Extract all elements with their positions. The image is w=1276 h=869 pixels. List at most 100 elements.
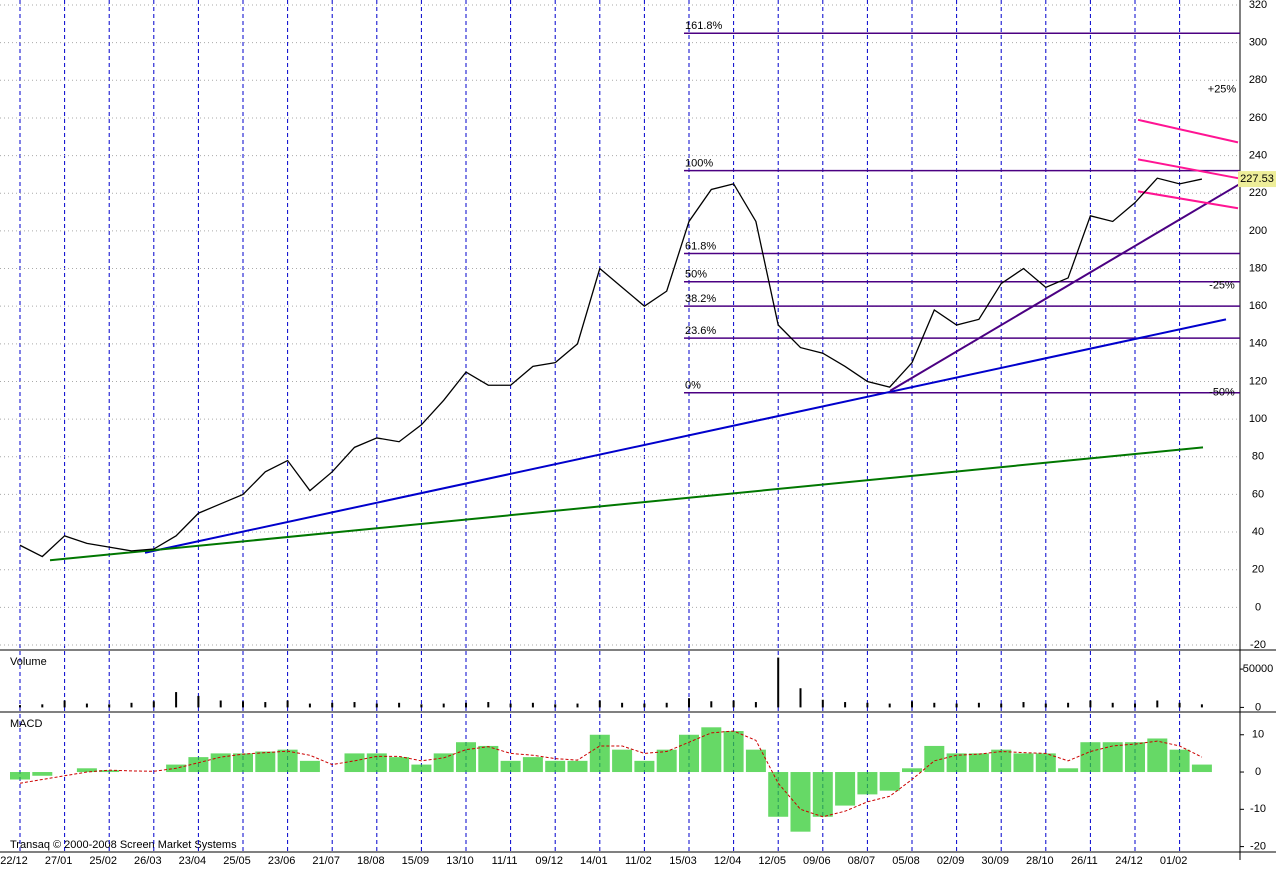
- volume-bar: [1000, 703, 1003, 708]
- x-tick-label: 05/08: [892, 855, 920, 867]
- y-tick-label: 220: [1249, 187, 1267, 199]
- macd-bar: [545, 760, 566, 773]
- volume-bar: [130, 702, 133, 708]
- volume-bar: [732, 700, 735, 708]
- macd-bar: [389, 757, 410, 773]
- volume-bar: [1022, 702, 1025, 708]
- volume-bar: [375, 703, 378, 708]
- x-tick-label: 09/06: [803, 855, 831, 867]
- macd-bar: [500, 760, 521, 773]
- y-tick-label: 260: [1249, 112, 1267, 124]
- macd-bar: [10, 772, 30, 780]
- macd-bar: [656, 749, 677, 773]
- macd-bar: [411, 764, 432, 773]
- fib-label: 100%: [685, 158, 713, 170]
- annotation: -25%: [1209, 279, 1235, 291]
- trendline: [49, 446, 1204, 562]
- macd-bar: [277, 749, 298, 773]
- y-tick-label: 160: [1249, 300, 1267, 312]
- volume-bar: [19, 705, 21, 708]
- macd-bar: [233, 753, 253, 773]
- fib-label: 161.8%: [685, 20, 723, 32]
- macd-bar: [188, 757, 209, 773]
- fib-label: 38.2%: [685, 293, 716, 305]
- y-tick-label: -10: [1250, 803, 1266, 815]
- x-tick-label: 26/03: [134, 855, 162, 867]
- y-tick-label: 140: [1249, 338, 1267, 350]
- volume-bar: [531, 702, 534, 708]
- volume-bar: [933, 702, 936, 708]
- x-tick-label: 14/01: [580, 855, 608, 867]
- volume-bar: [308, 703, 311, 708]
- macd-bar: [255, 751, 276, 773]
- fib-label: 0%: [685, 380, 701, 392]
- volume-bar: [821, 699, 824, 708]
- x-tick-label: 12/05: [758, 855, 786, 867]
- trendline: [889, 182, 1241, 392]
- macd-bar: [745, 749, 766, 773]
- last-price-box: [1238, 171, 1276, 188]
- x-tick-label: 27/01: [45, 855, 73, 867]
- y-tick-label: 300: [1249, 37, 1267, 49]
- macd-bar: [1102, 742, 1123, 773]
- volume-bar: [576, 703, 579, 708]
- x-tick-label: 18/08: [357, 855, 385, 867]
- volume-bar: [1111, 702, 1114, 708]
- trendline: [1137, 190, 1239, 210]
- macd-bar: [1169, 749, 1190, 773]
- macd-bar: [1080, 742, 1101, 773]
- volume-bar: [487, 702, 490, 708]
- macd-bar: [99, 770, 120, 773]
- volume-bar: [777, 657, 780, 708]
- volume-bar: [554, 704, 557, 708]
- x-tick-label: 28/10: [1026, 855, 1054, 867]
- macd-bar: [723, 731, 744, 773]
- macd-bar: [946, 753, 967, 773]
- x-tick-label: 15/09: [402, 855, 430, 867]
- fib-label: 50%: [685, 269, 707, 281]
- y-tick-label: 280: [1249, 74, 1267, 86]
- x-tick-label: 26/11: [1071, 855, 1098, 867]
- macd-bar: [835, 772, 856, 806]
- x-tick-label: 13/10: [446, 855, 474, 867]
- volume-bar: [465, 702, 467, 708]
- volume-bar: [1044, 703, 1047, 708]
- macd-bar: [879, 772, 900, 791]
- volume-bar: [420, 704, 423, 708]
- x-tick-label: 12/04: [714, 855, 742, 867]
- macd-bar: [567, 760, 588, 773]
- y-tick-label: 80: [1252, 451, 1264, 463]
- volume-bar: [1178, 702, 1181, 708]
- y-tick-label: 180: [1249, 262, 1267, 274]
- macd-bar: [456, 742, 476, 773]
- trendline: [144, 318, 1227, 554]
- price-line: [19, 177, 1203, 558]
- volume-bar: [598, 700, 601, 708]
- macd-bar: [1147, 738, 1168, 773]
- volume-bar: [331, 702, 334, 708]
- volume-bar: [175, 692, 178, 708]
- x-tick-label: 25/05: [223, 855, 251, 867]
- annotation: -50%: [1209, 387, 1235, 399]
- volume-bar: [264, 702, 267, 708]
- macd-bar: [433, 753, 454, 773]
- volume-bar: [799, 688, 802, 708]
- y-tick-label: 120: [1249, 375, 1267, 387]
- volume-bar: [643, 703, 646, 708]
- macd-bar: [812, 772, 833, 817]
- y-tick-label: 0: [1255, 701, 1261, 713]
- volume-bar: [844, 702, 847, 708]
- volume-title: Volume: [10, 656, 47, 668]
- y-tick-label: 60: [1252, 488, 1264, 500]
- volume-bar: [353, 702, 356, 708]
- y-tick-label: 20: [1252, 564, 1264, 576]
- macd-bar: [589, 734, 610, 773]
- y-tick-label: 200: [1249, 225, 1267, 237]
- volume-bar: [665, 702, 668, 708]
- volume-bar: [866, 702, 869, 708]
- macd-bar: [299, 760, 320, 773]
- macd-bar: [344, 753, 365, 773]
- y-tick-label: 10: [1252, 729, 1264, 741]
- macd-bar: [679, 734, 699, 773]
